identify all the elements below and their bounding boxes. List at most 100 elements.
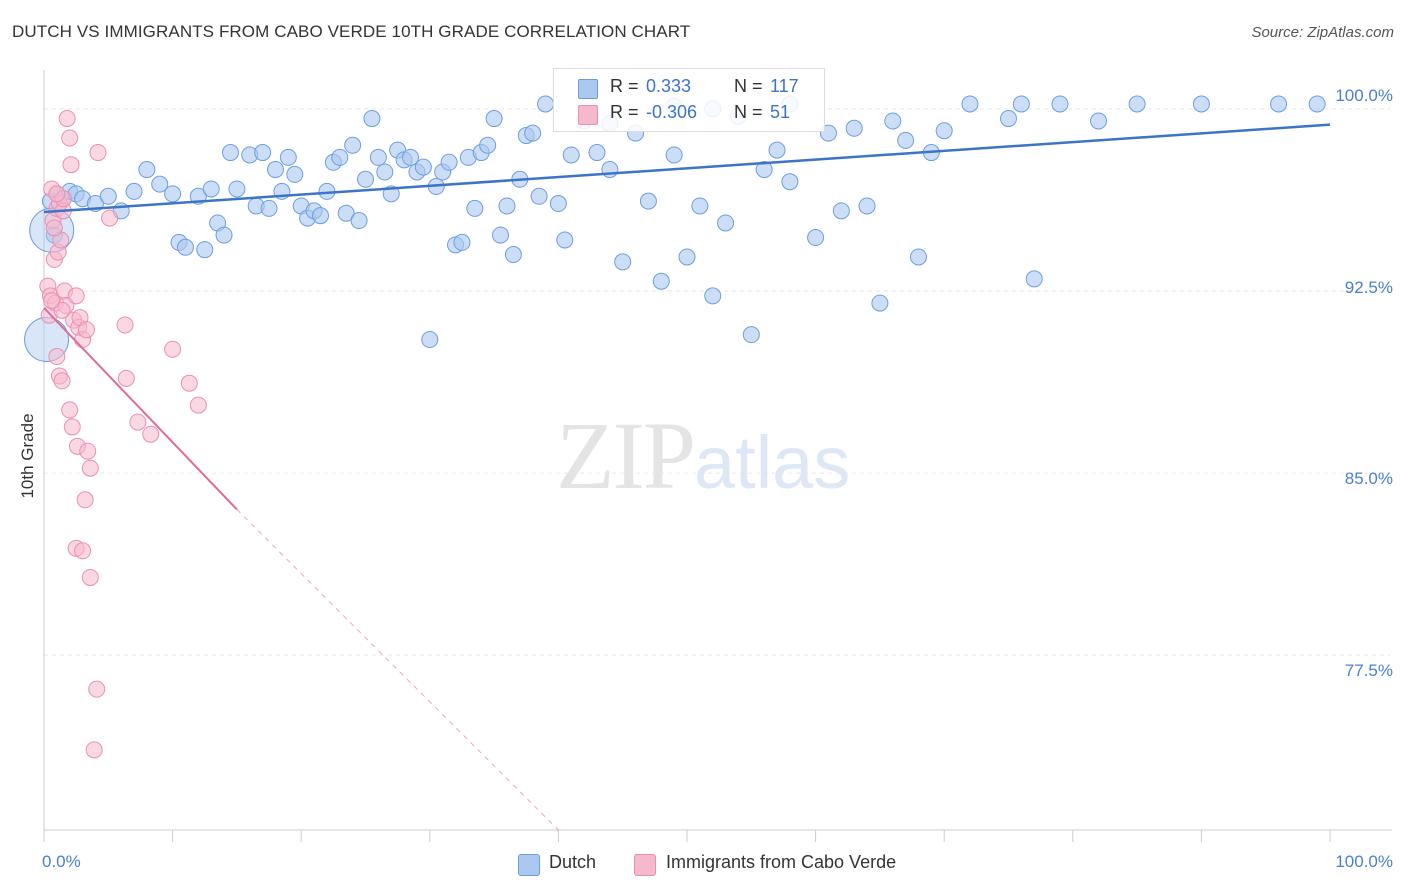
cabo-n-value: 51 bbox=[770, 102, 791, 122]
dutch-point bbox=[691, 197, 709, 215]
dutch-point bbox=[1192, 95, 1210, 113]
cabo-point bbox=[189, 396, 207, 414]
cabo-point bbox=[74, 542, 92, 560]
cabo-trend-line bbox=[43, 307, 238, 511]
cabo-point bbox=[142, 425, 160, 443]
dutch-point bbox=[228, 180, 246, 198]
cabo-point bbox=[58, 110, 76, 128]
dutch-point bbox=[678, 248, 696, 266]
watermark-zip: ZIP bbox=[556, 402, 696, 509]
dutch-point bbox=[704, 287, 722, 305]
dutch-point bbox=[151, 175, 169, 193]
dutch-point bbox=[286, 165, 304, 183]
dutch-point bbox=[768, 141, 786, 159]
dutch-point bbox=[260, 199, 278, 217]
dutch-point bbox=[717, 214, 735, 232]
dutch-point bbox=[1128, 95, 1146, 113]
legend-dutch-label: Dutch bbox=[549, 852, 597, 872]
stats-row-cabo: R = -0.306 N = 51 bbox=[554, 102, 824, 126]
dutch-point bbox=[845, 119, 863, 137]
legend-cabo-swatch bbox=[634, 854, 656, 876]
dutch-point bbox=[453, 233, 471, 251]
dutch-point bbox=[807, 229, 825, 247]
dutch-point bbox=[466, 199, 484, 217]
cabo-point bbox=[85, 741, 103, 759]
dutch-point bbox=[884, 112, 902, 130]
cabo-swatch bbox=[578, 105, 598, 125]
x-tick-100: 100.0% bbox=[1335, 852, 1393, 871]
dutch-point bbox=[254, 144, 272, 162]
cabo-r-label: R = bbox=[610, 102, 639, 122]
dutch-point bbox=[504, 246, 522, 264]
dutch-point bbox=[479, 136, 497, 154]
cabo-point bbox=[61, 401, 79, 419]
cabo-point bbox=[164, 340, 182, 358]
dutch-point bbox=[421, 331, 439, 349]
dutch-point bbox=[99, 187, 117, 205]
dutch-trend-line bbox=[43, 123, 1331, 214]
dutch-point bbox=[138, 161, 156, 179]
cabo-point bbox=[117, 369, 135, 387]
dutch-point bbox=[369, 148, 387, 166]
dutch-point bbox=[402, 148, 420, 166]
dutch-point bbox=[1270, 95, 1288, 113]
dutch-point bbox=[164, 185, 182, 203]
dutch-point bbox=[331, 148, 349, 166]
cabo-point bbox=[180, 374, 198, 392]
dutch-point bbox=[1000, 110, 1017, 128]
dutch-point bbox=[266, 161, 284, 179]
cabo-n-label: N = bbox=[734, 102, 763, 122]
dutch-point bbox=[935, 122, 953, 140]
dutch-point bbox=[196, 241, 214, 259]
cabo-point bbox=[79, 442, 97, 460]
legend-cabo-label: Immigrants from Cabo Verde bbox=[666, 852, 897, 872]
cabo-point bbox=[88, 680, 106, 698]
dutch-point bbox=[125, 182, 143, 200]
y-tick-77-5: 77.5% bbox=[1344, 661, 1393, 680]
dutch-point bbox=[221, 144, 239, 162]
dutch-point bbox=[311, 207, 329, 225]
dutch-point bbox=[279, 148, 297, 166]
dutch-point bbox=[652, 272, 670, 290]
dutch-point bbox=[376, 163, 394, 181]
cabo-point bbox=[63, 418, 81, 436]
cabo-point bbox=[43, 292, 61, 310]
stats-box: R = 0.333 N = 117 R = -0.306 N = 51 bbox=[553, 68, 825, 132]
cabo-point bbox=[62, 156, 80, 174]
dutch-point bbox=[350, 212, 368, 230]
dutch-point bbox=[832, 202, 850, 220]
dutch-swatch bbox=[578, 79, 598, 99]
cabo-point bbox=[81, 459, 99, 477]
dutch-point bbox=[357, 170, 374, 188]
x-tick-0: 0.0% bbox=[42, 852, 81, 871]
dutch-point bbox=[858, 197, 876, 215]
chart-title: DUTCH VS IMMIGRANTS FROM CABO VERDE 10TH… bbox=[12, 22, 691, 41]
dutch-point bbox=[1051, 95, 1069, 113]
dutch-point bbox=[363, 110, 381, 128]
cabo-point bbox=[45, 219, 63, 237]
dutch-point bbox=[871, 294, 889, 312]
cabo-r-value: -0.306 bbox=[646, 102, 698, 122]
cabo-point bbox=[101, 209, 119, 227]
stats-row-dutch: R = 0.333 N = 117 bbox=[554, 76, 824, 100]
cabo-point bbox=[48, 185, 66, 203]
dutch-point bbox=[498, 197, 516, 215]
dutch-point bbox=[742, 326, 760, 344]
cabo-point bbox=[48, 348, 66, 366]
watermark-atlas: atlas bbox=[694, 421, 851, 504]
cabo-point bbox=[116, 316, 134, 334]
cabo-point bbox=[81, 568, 99, 586]
cabo-point bbox=[76, 491, 94, 509]
dutch-point bbox=[524, 124, 542, 142]
dutch-point bbox=[665, 146, 683, 164]
dutch-point bbox=[909, 248, 927, 266]
dutch-point bbox=[897, 131, 915, 149]
dutch-point bbox=[755, 161, 773, 179]
dutch-point bbox=[556, 231, 574, 249]
dutch-r-value: 0.333 bbox=[646, 76, 692, 96]
chart-legend: Dutch Immigrants from Cabo Verde bbox=[0, 852, 1406, 878]
dutch-point bbox=[440, 153, 458, 171]
dutch-point bbox=[1025, 270, 1043, 288]
dutch-point bbox=[530, 187, 548, 205]
